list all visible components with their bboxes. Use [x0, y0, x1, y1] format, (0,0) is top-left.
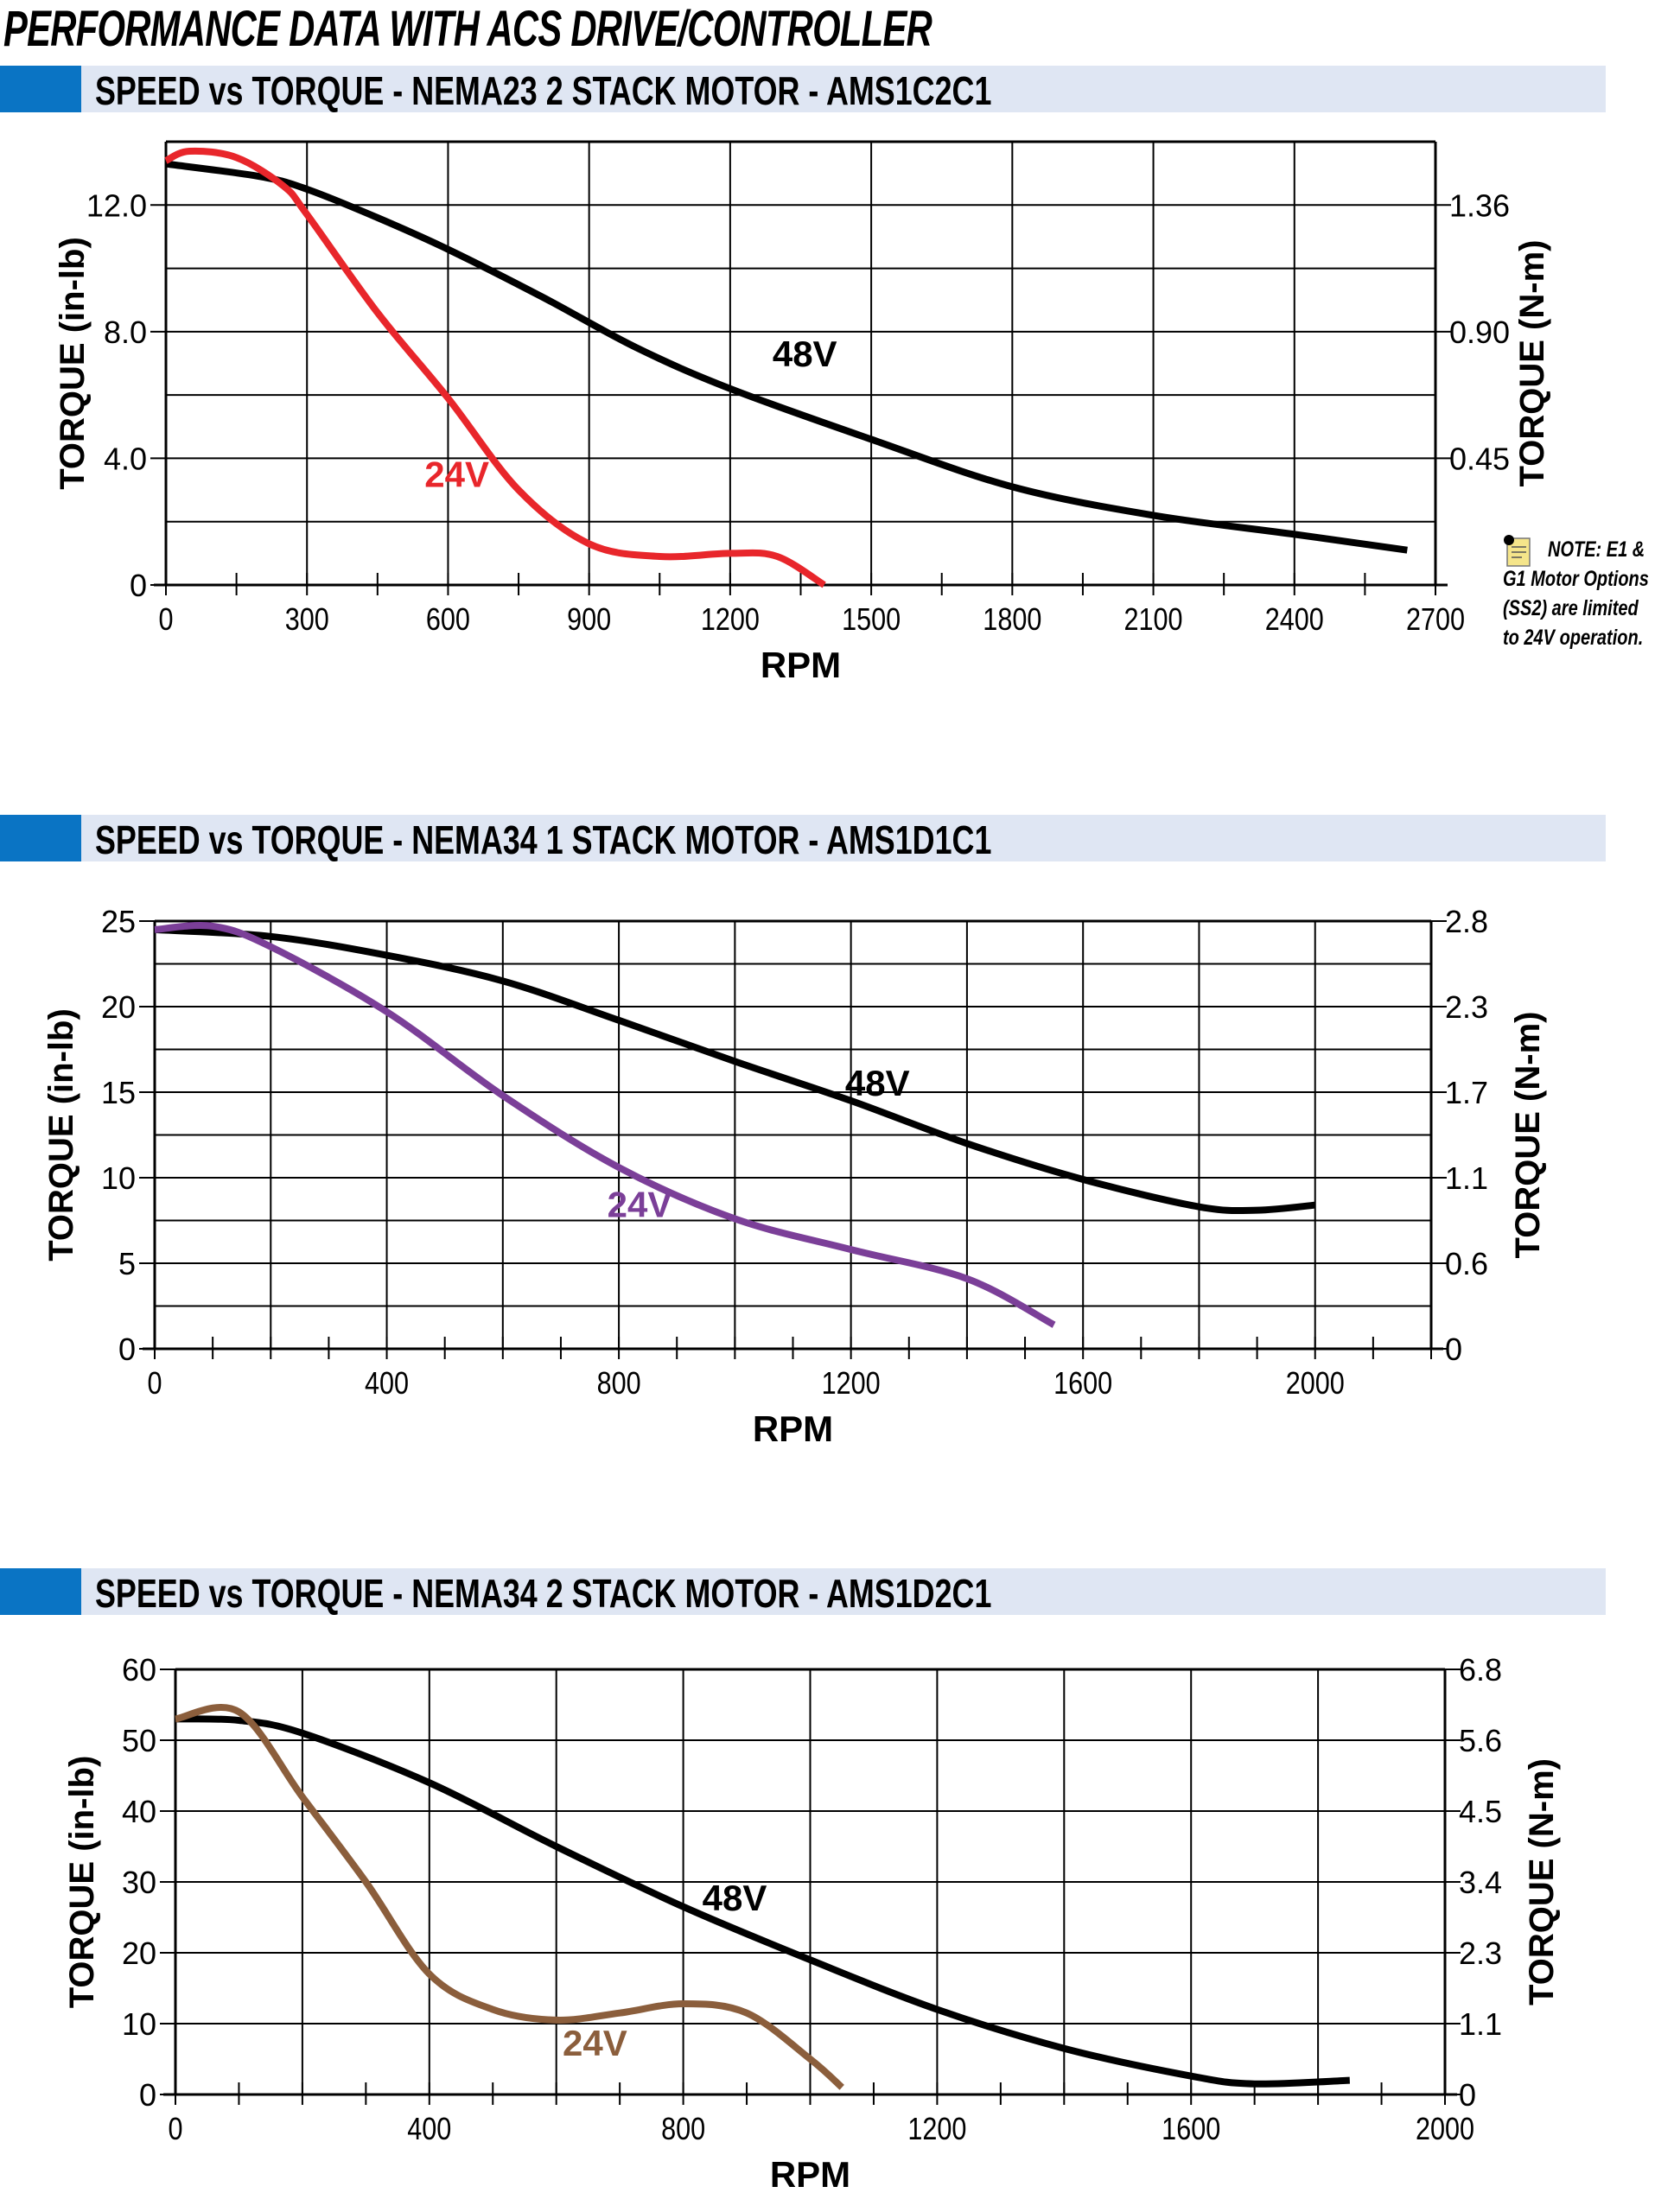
series-line-24v [164, 147, 826, 588]
x-tick-label: 2700 [1406, 603, 1465, 638]
x-axis-label: RPM [753, 1408, 833, 1449]
y-axis-label: TORQUE (in-lb) [63, 1756, 101, 2009]
y2-tick-label: 2.8 [1445, 904, 1488, 939]
series-label-24v: 24V [608, 1185, 672, 1225]
y-tick-label: 20 [101, 989, 136, 1025]
y2-tick-label: 2.3 [1445, 989, 1488, 1025]
x-tick-label: 1200 [907, 2113, 966, 2147]
blue-marker [0, 815, 81, 861]
y-tick-label: 10 [122, 2006, 156, 2042]
y2-tick-label: 0 [1445, 1332, 1462, 1367]
x-tick-label: 0 [168, 2113, 182, 2147]
y2-tick-label: 0.90 [1449, 315, 1510, 350]
y-tick-label: 30 [122, 1865, 156, 1900]
y2-tick-label: 0.6 [1445, 1246, 1488, 1281]
note-line: NOTE: E1 & [1548, 537, 1645, 562]
y-tick-label: 15 [101, 1075, 136, 1110]
x-tick-label: 1600 [1053, 1367, 1112, 1402]
x-tick-label: 1600 [1162, 2113, 1220, 2147]
series-label-48v: 48V [773, 334, 837, 374]
y2-tick-label: 2.3 [1459, 1936, 1502, 1971]
y2-tick-label: 6.8 [1459, 1652, 1502, 1688]
y2-tick-label: 0 [1459, 2077, 1476, 2113]
x-tick-label: 400 [407, 2113, 451, 2147]
note: NOTE: E1 & G1 Motor Options (SS2) are li… [1503, 535, 1674, 652]
x-tick-label: 1200 [822, 1367, 881, 1402]
x-tick-label: 2100 [1124, 603, 1183, 638]
x-tick-label: 2000 [1416, 2113, 1474, 2147]
y-tick-label: 10 [101, 1160, 136, 1196]
x-tick-label: 600 [426, 603, 470, 638]
series-line-48v [154, 925, 1316, 1215]
y2-axis-label: TORQUE (N-m) [1513, 240, 1551, 487]
y2-tick-label: 1.36 [1449, 188, 1510, 223]
y-tick-label: 0 [139, 2077, 156, 2113]
y-tick-label: 8.0 [104, 315, 147, 350]
y2-axis-label: TORQUE (N-m) [1523, 1758, 1561, 2005]
y-tick-label: 0 [130, 568, 147, 603]
blue-marker [0, 66, 81, 112]
y-tick-label: 0 [118, 1332, 136, 1367]
note-paper-icon [1504, 535, 1531, 567]
series-line-48v [165, 160, 1408, 554]
series-label-48v: 48V [703, 1878, 767, 1918]
y-axis-label: TORQUE (in-lb) [42, 1008, 80, 1262]
x-tick-label: 0 [158, 603, 173, 638]
note-line: to 24V operation. [1503, 626, 1644, 650]
x-tick-label: 2400 [1265, 603, 1324, 638]
note-line: (SS2) are limited [1503, 596, 1639, 620]
x-tick-label: 0 [147, 1367, 162, 1402]
y-tick-label: 12.0 [86, 188, 147, 223]
chart-title: SPEED vs TORQUE - NEMA34 1 STACK MOTOR -… [95, 817, 992, 862]
x-tick-label: 800 [597, 1367, 641, 1402]
series-line-48v [175, 1715, 1350, 2088]
series-label-48v: 48V [845, 1063, 910, 1103]
y-tick-label: 60 [122, 1652, 156, 1688]
x-tick-label: 2000 [1286, 1367, 1345, 1402]
y2-tick-label: 5.6 [1459, 1723, 1502, 1758]
page-title: PERFORMANCE DATA WITH ACS DRIVE/CONTROLL… [3, 1, 932, 57]
chart-header-3: SPEED vs TORQUE - NEMA34 2 STACK MOTOR -… [0, 1568, 1606, 1616]
note-line: G1 Motor Options [1503, 567, 1649, 591]
chart-title: SPEED vs TORQUE - NEMA34 2 STACK MOTOR -… [95, 1571, 992, 1616]
y-tick-label: 5 [118, 1246, 136, 1281]
series-label-24v: 24V [563, 2023, 627, 2063]
y2-tick-label: 0.45 [1449, 441, 1510, 476]
blue-marker [0, 1568, 81, 1615]
series-line-24v [175, 1704, 844, 2090]
y2-tick-label: 1.1 [1445, 1160, 1488, 1196]
y2-tick-label: 1.7 [1445, 1075, 1488, 1110]
x-tick-label: 1800 [983, 603, 1041, 638]
x-tick-label: 1500 [842, 603, 901, 638]
y2-axis-label: TORQUE (N-m) [1509, 1012, 1547, 1259]
chart-header-2: SPEED vs TORQUE - NEMA34 1 STACK MOTOR -… [0, 815, 1606, 862]
chart-title: SPEED vs TORQUE - NEMA23 2 STACK MOTOR -… [95, 68, 992, 113]
x-tick-label: 300 [285, 603, 329, 638]
chart-header-1: SPEED vs TORQUE - NEMA23 2 STACK MOTOR -… [0, 66, 1606, 113]
y-tick-label: 25 [101, 904, 136, 939]
x-tick-label: 800 [661, 2113, 705, 2147]
y2-tick-label: 1.1 [1459, 2006, 1502, 2042]
y2-tick-label: 4.5 [1459, 1794, 1502, 1829]
x-tick-label: 900 [567, 603, 611, 638]
series-label-24v: 24V [424, 454, 489, 494]
series-line-24v [154, 922, 1056, 1328]
y-tick-label: 4.0 [104, 441, 147, 476]
y-tick-label: 20 [122, 1936, 156, 1971]
x-axis-label: RPM [770, 2154, 850, 2195]
x-tick-label: 400 [365, 1367, 409, 1402]
y2-tick-label: 3.4 [1459, 1865, 1502, 1900]
y-tick-label: 50 [122, 1723, 156, 1758]
x-tick-label: 1200 [701, 603, 760, 638]
x-axis-label: RPM [761, 645, 841, 685]
y-tick-label: 40 [122, 1794, 156, 1829]
y-axis-label: TORQUE (in-lb) [54, 237, 92, 490]
